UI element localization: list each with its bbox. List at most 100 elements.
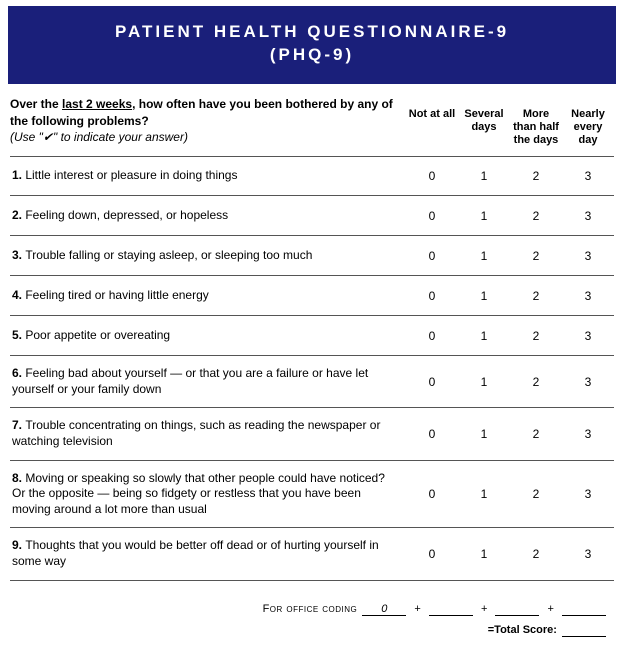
question-scores: 0123 <box>406 249 614 263</box>
col-header-0: Not at all <box>406 108 458 146</box>
score-cell-3[interactable]: 3 <box>562 169 614 183</box>
score-cell-2[interactable]: 2 <box>510 169 562 183</box>
footer: For office coding 0 + + + =Total Score: <box>10 603 614 637</box>
question-text: 4. Feeling tired or having little energy <box>10 288 406 304</box>
question-scores: 0123 <box>406 547 614 561</box>
instr-part-a: Over the <box>10 97 62 111</box>
col-header-2: More than half the days <box>510 108 562 146</box>
score-cell-1[interactable]: 1 <box>458 547 510 561</box>
question-number: 5. <box>12 328 25 342</box>
question-scores: 0123 <box>406 427 614 441</box>
footer-coding-line: For office coding 0 + + + <box>10 603 608 616</box>
question-row: 7. Trouble concentrating on things, such… <box>10 408 614 460</box>
office-coding-label: For office coding <box>263 603 358 615</box>
score-cell-1[interactable]: 1 <box>458 289 510 303</box>
score-cell-0[interactable]: 0 <box>406 249 458 263</box>
instructions: Over the last 2 weeks, how often have yo… <box>10 96 406 146</box>
question-number: 3. <box>12 248 25 262</box>
score-cell-1[interactable]: 1 <box>458 427 510 441</box>
question-number: 7. <box>12 418 25 432</box>
question-row: 1. Little interest or pleasure in doing … <box>10 156 614 196</box>
score-cell-3[interactable]: 3 <box>562 329 614 343</box>
score-cell-0[interactable]: 0 <box>406 547 458 561</box>
question-scores: 0123 <box>406 169 614 183</box>
column-headers: Not at all Several days More than half t… <box>406 108 614 146</box>
question-row: 8. Moving or speaking so slowly that oth… <box>10 461 614 529</box>
question-text: 2. Feeling down, depressed, or hopeless <box>10 208 406 224</box>
title-bar: PATIENT HEALTH QUESTIONNAIRE-9 (PHQ-9) <box>10 8 614 82</box>
question-text: 1. Little interest or pleasure in doing … <box>10 168 406 184</box>
score-cell-2[interactable]: 2 <box>510 209 562 223</box>
question-number: 1. <box>12 168 25 182</box>
question-row: 9. Thoughts that you would be better off… <box>10 528 614 580</box>
question-scores: 0123 <box>406 329 614 343</box>
score-cell-3[interactable]: 3 <box>562 289 614 303</box>
score-cell-1[interactable]: 1 <box>458 329 510 343</box>
question-text: 8. Moving or speaking so slowly that oth… <box>10 471 406 518</box>
question-row: 3. Trouble falling or staying asleep, or… <box>10 236 614 276</box>
score-cell-2[interactable]: 2 <box>510 249 562 263</box>
question-text: 9. Thoughts that you would be better off… <box>10 538 406 569</box>
coding-blank-1 <box>429 603 473 616</box>
col-header-3: Nearly every day <box>562 108 614 146</box>
question-number: 8. <box>12 471 25 485</box>
score-cell-0[interactable]: 0 <box>406 487 458 501</box>
score-cell-0[interactable]: 0 <box>406 427 458 441</box>
question-scores: 0123 <box>406 289 614 303</box>
score-cell-3[interactable]: 3 <box>562 375 614 389</box>
coding-blank-3 <box>562 603 606 616</box>
score-cell-3[interactable]: 3 <box>562 547 614 561</box>
score-cell-1[interactable]: 1 <box>458 249 510 263</box>
footer-total-line: =Total Score: <box>10 624 608 637</box>
col-header-1: Several days <box>458 108 510 146</box>
title-line1: PATIENT HEALTH QUESTIONNAIRE-9 <box>19 21 605 44</box>
score-cell-0[interactable]: 0 <box>406 169 458 183</box>
total-score-blank <box>562 624 606 637</box>
score-cell-2[interactable]: 2 <box>510 289 562 303</box>
plus-2: + <box>481 603 487 615</box>
question-text: 3. Trouble falling or staying asleep, or… <box>10 248 406 264</box>
score-cell-3[interactable]: 3 <box>562 427 614 441</box>
score-cell-3[interactable]: 3 <box>562 249 614 263</box>
plus-3: + <box>548 603 554 615</box>
instr-part-b: last 2 weeks <box>62 97 132 111</box>
score-cell-3[interactable]: 3 <box>562 487 614 501</box>
score-cell-1[interactable]: 1 <box>458 487 510 501</box>
score-cell-2[interactable]: 2 <box>510 487 562 501</box>
question-scores: 0123 <box>406 209 614 223</box>
score-cell-2[interactable]: 2 <box>510 375 562 389</box>
questions-list: 1. Little interest or pleasure in doing … <box>10 156 614 580</box>
title-line2: (PHQ-9) <box>19 44 605 67</box>
question-text: 7. Trouble concentrating on things, such… <box>10 418 406 449</box>
score-cell-1[interactable]: 1 <box>458 169 510 183</box>
question-scores: 0123 <box>406 487 614 501</box>
question-row: 4. Feeling tired or having little energy… <box>10 276 614 316</box>
score-cell-2[interactable]: 2 <box>510 547 562 561</box>
question-number: 6. <box>12 366 25 380</box>
score-cell-0[interactable]: 0 <box>406 375 458 389</box>
question-row: 2. Feeling down, depressed, or hopeless0… <box>10 196 614 236</box>
score-cell-2[interactable]: 2 <box>510 427 562 441</box>
instr-line2: (Use "✔" to indicate your answer) <box>10 130 188 144</box>
question-scores: 0123 <box>406 375 614 389</box>
score-cell-3[interactable]: 3 <box>562 209 614 223</box>
score-cell-0[interactable]: 0 <box>406 329 458 343</box>
page: PATIENT HEALTH QUESTIONNAIRE-9 (PHQ-9) O… <box>0 0 624 657</box>
question-number: 4. <box>12 288 25 302</box>
header-row: Over the last 2 weeks, how often have yo… <box>10 96 614 152</box>
question-text: 5. Poor appetite or overeating <box>10 328 406 344</box>
plus-1: + <box>414 603 420 615</box>
question-number: 9. <box>12 538 25 552</box>
score-cell-0[interactable]: 0 <box>406 209 458 223</box>
coding-blank-0: 0 <box>362 603 406 616</box>
coding-blank-2 <box>495 603 539 616</box>
question-row: 5. Poor appetite or overeating0123 <box>10 316 614 356</box>
question-row: 6. Feeling bad about yourself — or that … <box>10 356 614 408</box>
score-cell-2[interactable]: 2 <box>510 329 562 343</box>
score-cell-0[interactable]: 0 <box>406 289 458 303</box>
score-cell-1[interactable]: 1 <box>458 209 510 223</box>
total-score-label: =Total Score: <box>488 624 557 636</box>
question-number: 2. <box>12 208 25 222</box>
question-text: 6. Feeling bad about yourself — or that … <box>10 366 406 397</box>
score-cell-1[interactable]: 1 <box>458 375 510 389</box>
